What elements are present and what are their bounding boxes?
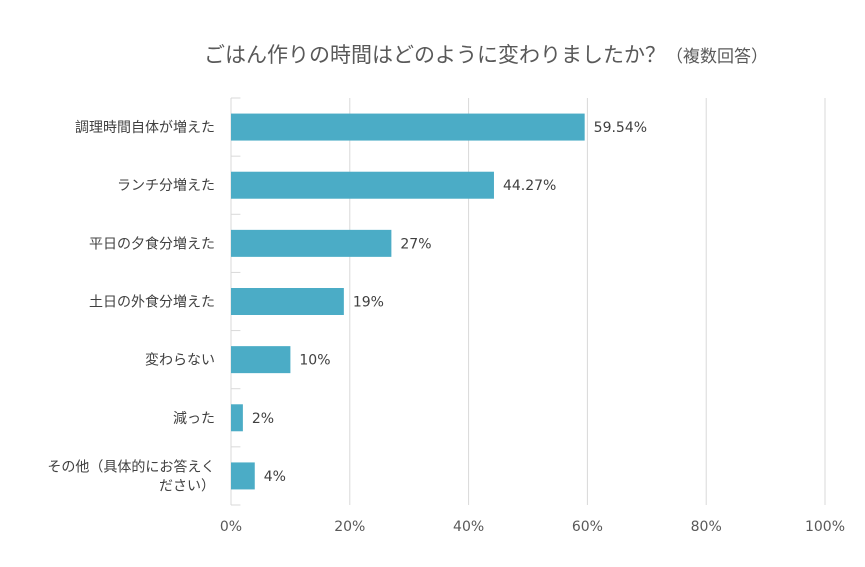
- category-label: 土日の外食分増えた: [89, 294, 215, 311]
- category-label: その他（具体的にお答えください）: [47, 458, 215, 494]
- x-tick-label: 100%: [805, 519, 845, 535]
- grid-layer: [230, 97, 826, 506]
- data-label: 10%: [299, 353, 330, 369]
- bar: [231, 288, 344, 315]
- bar: [231, 113, 585, 141]
- bar: [231, 462, 255, 490]
- category-label-line: 変わらない: [145, 352, 215, 369]
- category-label: 調理時間自体が増えた: [75, 120, 215, 136]
- x-tick-label: 60%: [572, 519, 603, 535]
- bars-layer: [231, 113, 585, 490]
- chart-title-sub: （複数回答）: [666, 47, 768, 67]
- x-tick-label: 20%: [334, 519, 365, 535]
- category-label-line: ランチ分増えた: [117, 178, 215, 194]
- x-tick-label: 80%: [691, 519, 722, 535]
- bar: [231, 229, 392, 257]
- category-label-line: ださい）: [159, 478, 215, 494]
- data-label: 59.54%: [594, 120, 647, 136]
- chart-title-main: ごはん作りの時間はどのように変わりましたか？: [204, 43, 666, 67]
- bar: [231, 404, 243, 432]
- category-label-line: その他（具体的にお答えく: [47, 458, 215, 475]
- category-label: 平日の夕食分増えた: [89, 235, 215, 252]
- data-label: 19%: [353, 295, 384, 311]
- bar: [231, 171, 494, 199]
- labels-layer: 0% 20% 40% 60% 80% 100% 59.54% 調理時間自体が増えた 44.27%…: [47, 120, 845, 535]
- category-label-line: 調理時間自体が増えた: [75, 120, 215, 136]
- category-label: ランチ分増えた: [117, 178, 215, 194]
- data-label: 4%: [264, 469, 286, 485]
- bar: [231, 346, 291, 374]
- category-label: 変わらない: [145, 352, 215, 369]
- data-label: 27%: [400, 236, 431, 252]
- category-label-line: 平日の夕食分増えた: [89, 235, 215, 252]
- data-label: 2%: [252, 411, 274, 427]
- category-label-line: 減った: [173, 410, 215, 427]
- category-label-line: 土日の外食分増えた: [89, 294, 215, 311]
- x-tick-label: 40%: [453, 519, 484, 535]
- chart-title: ごはん作りの時間はどのように変わりましたか？（複数回答）: [204, 43, 768, 67]
- x-tick-label: 0%: [220, 519, 242, 535]
- category-label: 減った: [173, 410, 215, 427]
- data-label: 44.27%: [503, 178, 556, 194]
